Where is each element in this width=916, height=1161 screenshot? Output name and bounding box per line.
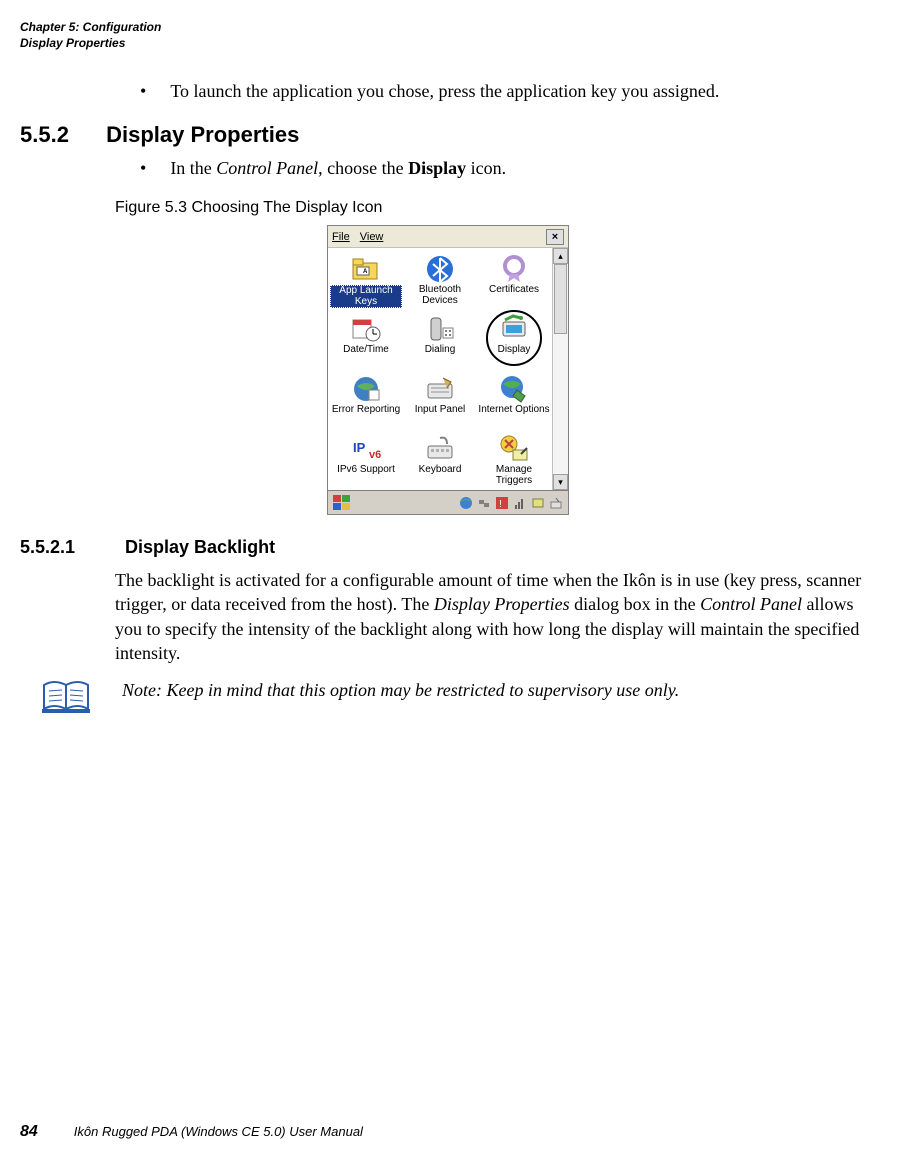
item-label: Input Panel	[415, 405, 466, 416]
item-date-time[interactable]: Date/Time	[330, 312, 402, 370]
item-label: Internet Options	[478, 405, 549, 416]
bullet-launch-app: • To launch the application you chose, p…	[140, 81, 876, 102]
item-label: Keyboard	[419, 465, 462, 476]
header-section: Display Properties	[20, 36, 876, 52]
item-app-launch-keys[interactable]: A App Launch Keys	[330, 252, 402, 310]
item-dialing[interactable]: Dialing	[404, 312, 476, 370]
item-label: Display	[498, 345, 531, 356]
close-button[interactable]: ×	[546, 229, 564, 245]
subsection-title: Display Backlight	[125, 537, 275, 557]
taskbar: !	[328, 490, 568, 514]
scroll-track[interactable]	[553, 264, 568, 474]
tray-pc-icon[interactable]	[530, 495, 546, 511]
section-number: 5.5.2	[20, 122, 100, 148]
page-header: Chapter 5: Configuration Display Propert…	[20, 20, 876, 51]
section-title: Display Properties	[106, 122, 299, 147]
backlight-paragraph: The backlight is activated for a configu…	[115, 568, 876, 665]
bullet-marker: •	[140, 81, 146, 102]
error-reporting-icon	[351, 374, 381, 404]
item-certificates[interactable]: Certificates	[478, 252, 550, 310]
item-label: Manage Triggers	[478, 465, 550, 486]
tray-alert-icon[interactable]: !	[494, 495, 510, 511]
menubar: File View ×	[328, 226, 568, 248]
bullet-text: In the Control Panel, choose the Display…	[170, 158, 506, 179]
item-label: App Launch Keys	[330, 285, 402, 308]
bullet-marker: •	[140, 158, 146, 179]
note-block: Note: Keep in mind that this option may …	[40, 679, 876, 715]
input-panel-icon	[425, 374, 455, 404]
tray-sip-icon[interactable]	[548, 495, 564, 511]
svg-text:A: A	[363, 269, 368, 275]
figure-caption: Figure 5.3 Choosing The Display Icon	[115, 199, 876, 217]
vertical-scrollbar[interactable]: ▴ ▾	[552, 248, 568, 490]
item-bluetooth[interactable]: Bluetooth Devices	[404, 252, 476, 310]
display-icon	[499, 314, 529, 344]
menu-file[interactable]: File	[332, 231, 350, 243]
menu-view[interactable]: View	[360, 231, 384, 243]
icon-grid: A App Launch Keys Bluetooth Devices	[328, 248, 552, 490]
folder-icon: A	[351, 254, 381, 284]
internet-options-icon	[499, 374, 529, 404]
book-icon	[40, 679, 92, 715]
ipv6-icon: IP v6	[351, 434, 381, 464]
control-panel-window: File View × A App Launch Keys	[327, 225, 569, 515]
scroll-up-button[interactable]: ▴	[553, 248, 568, 264]
item-input-panel[interactable]: Input Panel	[404, 372, 476, 430]
scroll-thumb[interactable]	[554, 264, 567, 334]
svg-text:!: !	[499, 499, 502, 510]
bluetooth-icon	[425, 254, 455, 284]
item-label: Certificates	[489, 285, 539, 296]
item-ipv6[interactable]: IP v6 IPv6 Support	[330, 432, 402, 490]
section-5-5-2-heading: 5.5.2 Display Properties	[20, 122, 876, 148]
bullet-text: To launch the application you chose, pre…	[170, 81, 719, 102]
item-label: Dialing	[425, 345, 456, 356]
item-keyboard[interactable]: Keyboard	[404, 432, 476, 490]
svg-text:IP: IP	[353, 440, 366, 455]
section-5-5-2-1-heading: 5.5.2.1 Display Backlight	[20, 537, 876, 558]
tray-signal-icon[interactable]	[512, 495, 528, 511]
item-error-reporting[interactable]: Error Reporting	[330, 372, 402, 430]
page-footer: 84 Ikôn Rugged PDA (Windows CE 5.0) User…	[20, 1123, 363, 1141]
item-label: Error Reporting	[332, 405, 400, 416]
item-label: Bluetooth Devices	[404, 285, 476, 306]
note-text: Note: Keep in mind that this option may …	[122, 679, 679, 702]
item-label: Date/Time	[343, 345, 389, 356]
subsection-number: 5.5.2.1	[20, 537, 120, 558]
system-tray: !	[458, 495, 564, 511]
tray-globe-icon[interactable]	[458, 495, 474, 511]
footer-title: Ikôn Rugged PDA (Windows CE 5.0) User Ma…	[74, 1124, 363, 1139]
svg-text:v6: v6	[369, 449, 381, 461]
item-label: IPv6 Support	[337, 465, 395, 476]
control-panel-body: A App Launch Keys Bluetooth Devices	[328, 248, 568, 490]
item-display[interactable]: Display	[478, 312, 550, 370]
screenshot-control-panel: File View × A App Launch Keys	[20, 225, 876, 515]
header-chapter: Chapter 5: Configuration	[20, 20, 876, 36]
bullet-control-panel: • In the Control Panel, choose the Displ…	[140, 158, 876, 179]
scroll-down-button[interactable]: ▾	[553, 474, 568, 490]
start-button[interactable]	[332, 494, 352, 512]
page-number: 84	[20, 1123, 38, 1141]
item-manage-triggers[interactable]: Manage Triggers	[478, 432, 550, 490]
certificates-icon	[499, 254, 529, 284]
tray-network-icon[interactable]	[476, 495, 492, 511]
item-internet-options[interactable]: Internet Options	[478, 372, 550, 430]
phone-icon	[425, 314, 455, 344]
triggers-icon	[499, 434, 529, 464]
keyboard-icon	[425, 434, 455, 464]
calendar-clock-icon	[351, 314, 381, 344]
